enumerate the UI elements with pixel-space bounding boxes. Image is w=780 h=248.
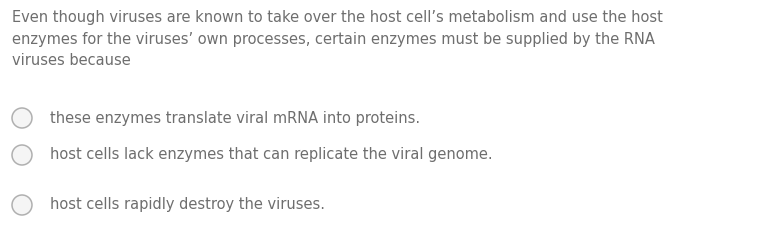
Text: host cells rapidly destroy the viruses.: host cells rapidly destroy the viruses.	[50, 197, 325, 213]
Text: these enzymes translate viral mRNA into proteins.: these enzymes translate viral mRNA into …	[50, 111, 420, 125]
Ellipse shape	[12, 108, 32, 128]
Ellipse shape	[12, 145, 32, 165]
Text: Even though viruses are known to take over the host cell’s metabolism and use th: Even though viruses are known to take ov…	[12, 10, 663, 68]
Text: host cells lack enzymes that can replicate the viral genome.: host cells lack enzymes that can replica…	[50, 148, 493, 162]
Ellipse shape	[12, 195, 32, 215]
